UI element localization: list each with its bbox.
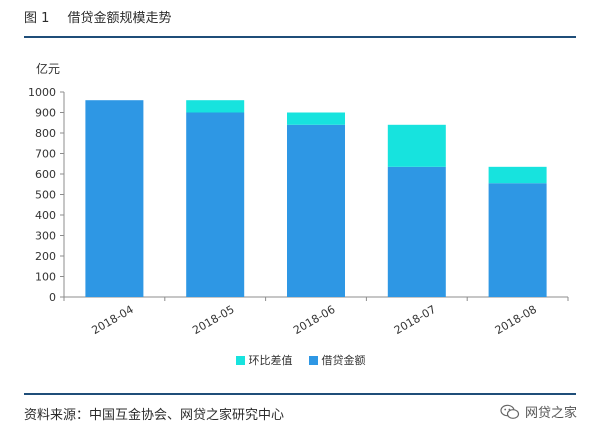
y-tick-label: 500: [35, 189, 56, 202]
x-tick-label: 2018-05: [190, 303, 236, 337]
footer-rule: [24, 393, 576, 395]
y-tick-label: 700: [35, 148, 56, 161]
x-tick-label: 2018-07: [392, 303, 438, 337]
bar-amount-2018-05: [186, 112, 245, 297]
brand-mark: 网贷之家: [500, 402, 577, 421]
x-tick-label: 2018-06: [291, 303, 337, 337]
x-tick-label: 2018-08: [493, 303, 539, 337]
bar-diff-2018-06: [287, 112, 345, 125]
y-tick-label: 600: [35, 168, 56, 181]
legend-label: 环比差值: [248, 354, 293, 367]
bar-amount-2018-04: [85, 100, 144, 297]
chart-title: 借贷金额规模走势: [67, 11, 172, 26]
y-tick-label: 300: [35, 230, 56, 243]
y-tick-label: 800: [35, 127, 56, 140]
legend-label: 借贷金额: [321, 354, 366, 367]
figure-number: 图 1: [24, 11, 50, 26]
wechat-icon: [500, 404, 520, 419]
y-tick-label: 1000: [28, 86, 56, 99]
legend-item: 环比差值: [235, 352, 293, 368]
legend-swatch: [308, 355, 318, 365]
bar-diff-2018-05: [186, 100, 245, 113]
bar-amount-2018-07: [387, 166, 446, 297]
bar-diff-2018-08: [488, 166, 547, 184]
bar-diff-2018-07: [387, 124, 446, 167]
y-tick-label: 900: [35, 107, 56, 120]
figure-header: 图 1 借贷金额规模走势: [24, 7, 172, 26]
y-tick-label: 100: [35, 271, 56, 284]
bar-amount-2018-08: [488, 183, 547, 297]
legend-swatch: [235, 355, 245, 365]
brand-name: 网贷之家: [524, 406, 577, 421]
bar-chart: 0 100 200 300 400 500 600 700 800 900 1000 2018-04 2…: [28, 86, 569, 337]
chart-legend: 环比差值 借贷金额: [0, 352, 601, 368]
header-rule: [24, 36, 576, 38]
legend-item: 借贷金额: [308, 352, 366, 368]
y-tick-label: 0: [49, 291, 56, 304]
y-tick-label: 200: [35, 250, 56, 263]
source-note: 资料来源：中国互金协会、网贷之家研究中心: [24, 408, 285, 423]
x-tick-label: 2018-04: [89, 303, 135, 337]
y-axis-unit-label: 亿元: [36, 62, 61, 76]
y-tick-label: 400: [35, 209, 56, 222]
bar-amount-2018-06: [287, 124, 345, 297]
